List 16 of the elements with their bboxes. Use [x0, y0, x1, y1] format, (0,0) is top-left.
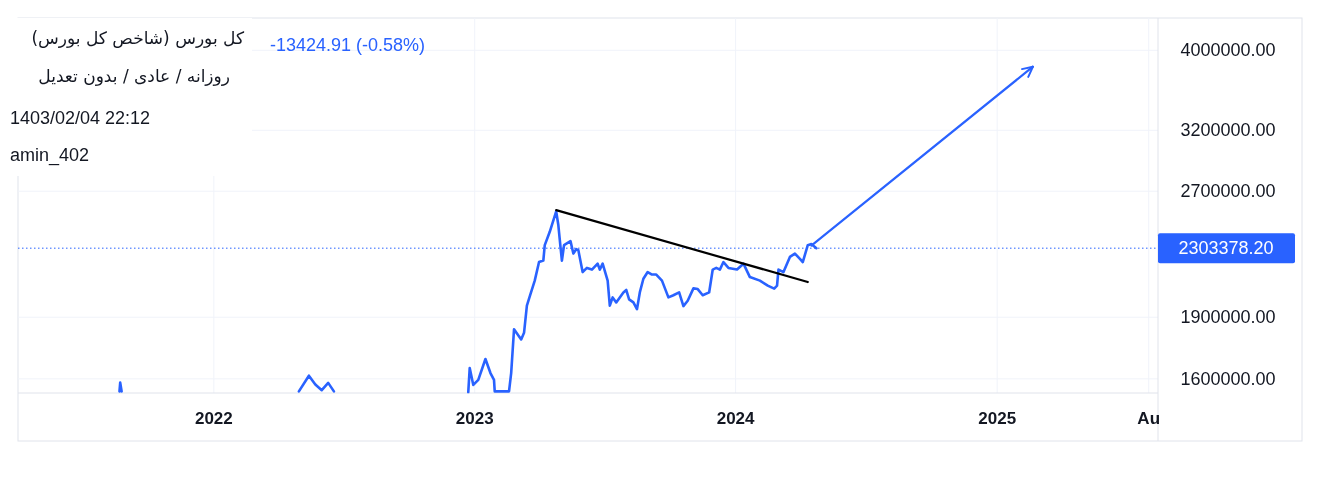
annotation: amin_402: [10, 144, 90, 166]
x-tick-label: 2022: [194, 409, 233, 428]
x-tick-label: 2023: [455, 409, 494, 428]
x-tick-label: 2025: [978, 409, 1017, 428]
annotation: 1403/02/04 22:12: [10, 107, 151, 129]
x-tick-label: Au: [1137, 409, 1161, 428]
text: روزانه / عادی / بدون تعدیل: [38, 65, 230, 87]
y-tick-label: 1900000.00: [1180, 307, 1276, 328]
y-tick-label: 3200000.00: [1180, 120, 1276, 141]
y-tick-label: 4000000.00: [1180, 40, 1276, 61]
text: کل بورس (شاخص کل بورس): [31, 27, 244, 49]
ref-line-label: 2303378.20: [1178, 238, 1274, 259]
y-tick-label: 1600000.00: [1180, 368, 1276, 389]
x-tick-label: 2024: [716, 409, 756, 428]
annotation: -13424.91 (-0.58%): [270, 34, 426, 56]
y-tick-label: 2700000.00: [1180, 181, 1276, 202]
